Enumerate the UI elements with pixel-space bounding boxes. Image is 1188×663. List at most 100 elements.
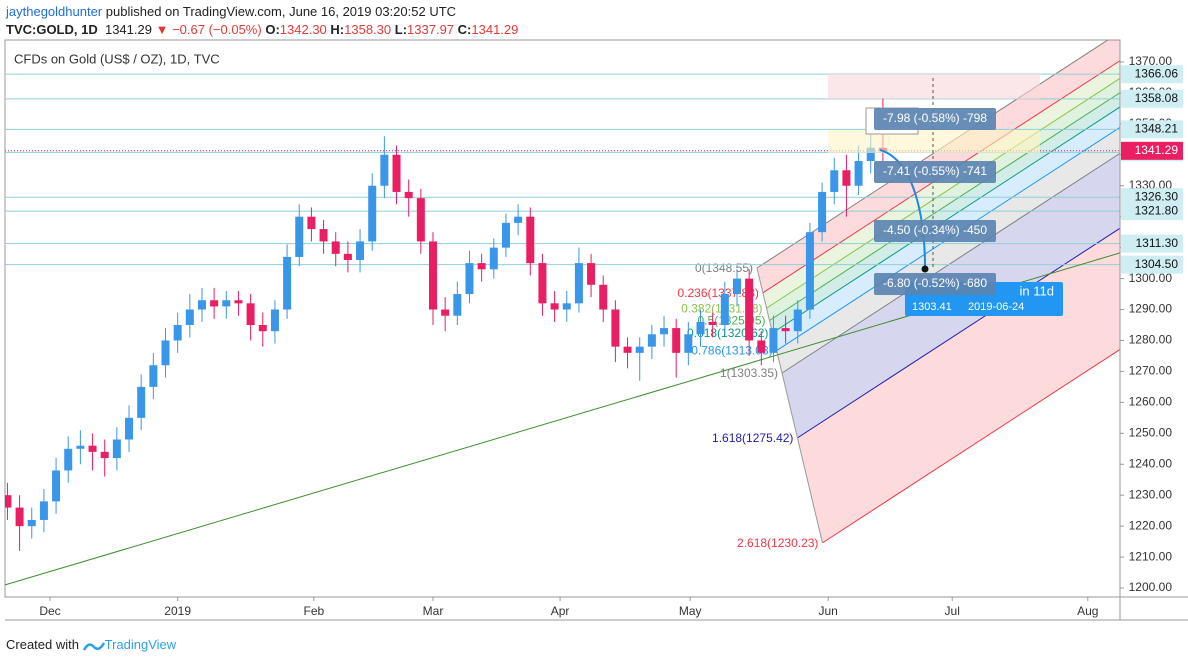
candle-body [295,216,304,257]
candle-body [246,303,255,325]
y-tick-label: 1290.00 [1129,302,1173,316]
candle-body [307,216,316,230]
candle-body [100,451,109,459]
x-tick-label: Jun [818,604,837,618]
footer: Created with TradingView [6,637,176,652]
price-tag [1121,89,1183,108]
publish-line: jaythegoldhunter published on TradingVie… [6,4,456,19]
h-label: H: [330,22,345,37]
price-tag-label: 1321.80 [1135,203,1179,217]
candle-body [623,346,632,353]
candle-body [64,448,73,471]
c-value: 1341.29 [471,22,519,37]
y-tick-label: 1270.00 [1129,364,1173,378]
tooltip [874,220,996,242]
candle-body [866,147,875,161]
chart-title: CFDs on Gold (US$ / OZ), 1D, TVC [14,51,220,66]
candle-body [769,328,778,353]
y-tick-label: 1280.00 [1129,333,1173,347]
candle-body [15,507,24,527]
price-tag-label: 1348.21 [1135,122,1179,136]
forecast-text: in 11d [1020,283,1054,298]
x-tick-label: Aug [1077,604,1098,618]
candle-body [185,309,194,325]
candle-body [197,300,206,310]
fib-line [822,348,1120,544]
tooltip-text: -6.80 (-0.52%) -680 [883,276,987,290]
y-tick-label: 1240.00 [1129,456,1173,470]
candle-body [137,386,146,418]
candle-body [732,278,741,295]
overlays: in 11d 1303.41 2019-06-24 -7.98 (-0.58%)… [828,74,1063,316]
candle-body [380,154,389,186]
candle-body [611,309,620,347]
candle-body [854,160,863,186]
candle-body [805,232,814,310]
candle-body [708,321,717,325]
price-tag [1121,202,1183,221]
candle-body [76,445,85,449]
fib-label: 1(1303.35) [720,366,778,380]
candle-body [368,185,377,242]
h-value: 1358.30 [344,22,392,37]
fib-line [766,77,1120,309]
candle-body [453,294,462,316]
x-tick-label: May [679,604,702,618]
price-tag-label: 1358.08 [1135,91,1179,105]
candle-body [477,263,486,270]
tooltip [874,108,996,130]
candle-body [5,495,12,508]
candle-body [720,294,729,325]
y-tick-label: 1260.00 [1129,395,1173,409]
change: ▼ −0.67 (−0.05%) [155,22,262,37]
fib-line [762,60,1120,294]
price-tag-label: 1311.30 [1136,236,1179,250]
candle-body [660,328,669,335]
axis-labels: 1200.00 1210.00 1220.00 1230.00 1240.00 1250.… [39,54,1183,618]
fib-line [769,92,1120,321]
candle-body [88,445,97,452]
candle-body [392,154,401,192]
fib-label: 1.618(1275.42) [712,431,793,445]
symbol: TVC:GOLD, 1D [6,22,98,37]
created: Created with [6,637,79,652]
fib-line [772,106,1120,334]
candle-body [270,309,279,332]
candle-body [39,501,48,520]
target-dot [921,265,929,273]
candle-body [356,241,365,261]
fib-edge [756,267,823,544]
x-tick-label: Dec [39,604,60,618]
candles [5,98,887,551]
price-tag [1121,234,1183,253]
brand: TradingView [104,637,177,652]
logo [82,641,105,651]
candle-body [526,216,535,264]
candle-body [587,263,596,285]
tooltip-text: -7.98 (-0.58%) -798 [883,111,987,125]
y-tick-label: 1200.00 [1129,580,1173,594]
candle-body [635,346,644,353]
publisher: jaythegoldhunter [6,4,103,19]
last: 1341.29 [104,22,152,37]
candle-body [830,170,839,192]
o-value: 1342.30 [279,22,327,37]
candle-body [647,334,656,347]
candle-body [599,284,608,310]
x-tick-label: Feb [304,604,325,618]
candle-body [319,229,328,242]
fib-label: 0(1348.55) [695,261,753,275]
fib-band [762,60,1120,309]
candle-body [258,324,267,332]
fib-band [776,127,1120,373]
tooltip [874,273,996,295]
candle-body [173,324,182,341]
candle-body [562,303,571,310]
range-box [828,130,1040,153]
candle-body [696,321,705,335]
candle-body [550,303,559,310]
candle-body [793,309,802,332]
price-tag [1121,255,1183,274]
candle-body [429,241,438,310]
